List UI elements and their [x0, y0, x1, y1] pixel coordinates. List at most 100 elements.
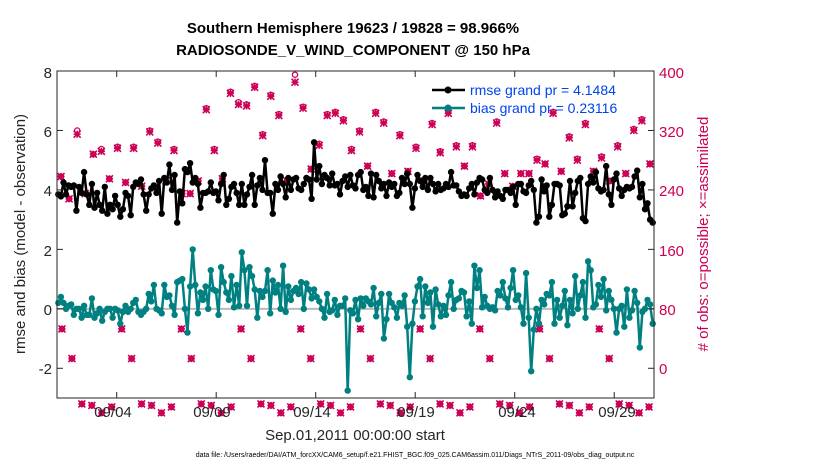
rmse-point	[153, 189, 160, 197]
rmse-point	[509, 183, 517, 191]
rmse-point	[96, 201, 103, 208]
rmse-point	[298, 186, 305, 194]
rmse-point	[344, 183, 351, 191]
bias-point	[205, 305, 212, 312]
rmse-point	[326, 182, 333, 189]
bias-point	[468, 320, 475, 327]
rmse-point	[478, 176, 486, 183]
bias-point	[509, 267, 517, 274]
bias-point	[520, 320, 527, 327]
bias-point	[300, 305, 307, 312]
rmse-point	[484, 189, 491, 197]
bias-point	[499, 278, 506, 286]
rmse-point	[80, 168, 88, 176]
x-tick-label: 09/19	[397, 404, 435, 421]
bias-point	[546, 292, 553, 299]
bias-point	[401, 292, 408, 299]
rmse-point	[572, 189, 579, 197]
legend-rmse-label: rmse grand pr = 4.1484	[470, 82, 616, 98]
bias-point	[318, 305, 326, 312]
bias-point	[106, 305, 114, 312]
bias-point	[623, 286, 631, 293]
bias-point	[321, 314, 328, 321]
x-tick-label: 09/09	[193, 404, 231, 421]
rmse-point	[168, 186, 176, 194]
rmse-point	[285, 174, 292, 182]
bias-point	[202, 283, 209, 290]
rmse-point	[546, 213, 553, 220]
rmse-point	[409, 204, 416, 211]
bias-point	[559, 302, 566, 309]
rmse-point	[422, 174, 429, 182]
rmse-point	[109, 206, 116, 213]
bias-point	[285, 283, 292, 290]
bias-point	[432, 286, 439, 293]
rmse-point	[522, 189, 530, 197]
bias-point	[533, 305, 540, 312]
bias-point	[316, 298, 323, 305]
bias-point	[370, 284, 377, 292]
bias-point	[548, 278, 556, 286]
rmse-point	[543, 182, 550, 189]
rmse-point	[179, 200, 186, 207]
rmse-point	[212, 188, 220, 195]
bias-point	[383, 316, 390, 323]
bias-point	[207, 267, 214, 274]
bias-point	[189, 246, 196, 253]
rmse-point	[453, 182, 460, 189]
bias-point	[566, 296, 574, 304]
bias-point	[551, 320, 558, 327]
bias-point	[587, 267, 594, 274]
rmse-point	[416, 177, 424, 185]
rmse-point	[432, 188, 439, 195]
rmse-point	[391, 180, 398, 188]
bias-point	[435, 301, 442, 308]
rmse-point	[62, 191, 70, 198]
rmse-point	[644, 200, 651, 207]
rmse-point	[192, 174, 199, 182]
rmse-point	[628, 183, 636, 191]
bias-point	[440, 302, 447, 309]
bias-point	[119, 308, 127, 315]
bias-point	[186, 283, 194, 290]
legend: rmse grand pr = 4.1484 bias grand pr = 0…	[432, 82, 617, 116]
rmse-point	[639, 180, 646, 188]
rmse-point	[171, 171, 178, 179]
x-axis-label: Sep.01,2011 00:00:00 start	[265, 427, 446, 444]
bias-point	[445, 292, 452, 299]
rmse-point	[217, 180, 225, 188]
bias-point	[339, 302, 346, 309]
rmse-point	[241, 201, 248, 208]
bias-point	[342, 295, 349, 302]
rmse-point	[292, 174, 300, 182]
chart-title: Southern Hemisphere 19623 / 19828 = 98.9…	[187, 20, 519, 37]
rmse-point	[269, 210, 276, 217]
rmse-point	[342, 173, 349, 180]
rmse-point	[538, 176, 545, 183]
rmse-point	[99, 207, 106, 214]
rmse-point	[592, 168, 600, 176]
bias-point	[60, 299, 67, 307]
bias-point	[411, 298, 419, 305]
bias-point	[256, 287, 264, 295]
bias-point	[161, 281, 168, 289]
bias-point	[308, 295, 315, 302]
rmse-point	[143, 207, 150, 214]
rmse-point	[365, 192, 372, 200]
rmse-point	[618, 192, 625, 200]
rmse-point	[401, 180, 408, 188]
bias-point	[143, 305, 150, 312]
bias-point	[158, 310, 165, 317]
rmse-point	[561, 210, 568, 217]
bias-point	[357, 295, 364, 302]
data-file-footnote: data file: /Users/raeder/DAI/ATM_forcXX/…	[196, 452, 635, 459]
obs-count-markers	[56, 71, 655, 417]
rmse-point	[140, 191, 147, 198]
bias-point	[57, 293, 65, 301]
bias-point	[78, 314, 85, 321]
rmse-point	[649, 219, 656, 226]
rmse-point	[610, 176, 618, 183]
rmse-point	[127, 212, 134, 219]
bias-point	[259, 293, 266, 301]
